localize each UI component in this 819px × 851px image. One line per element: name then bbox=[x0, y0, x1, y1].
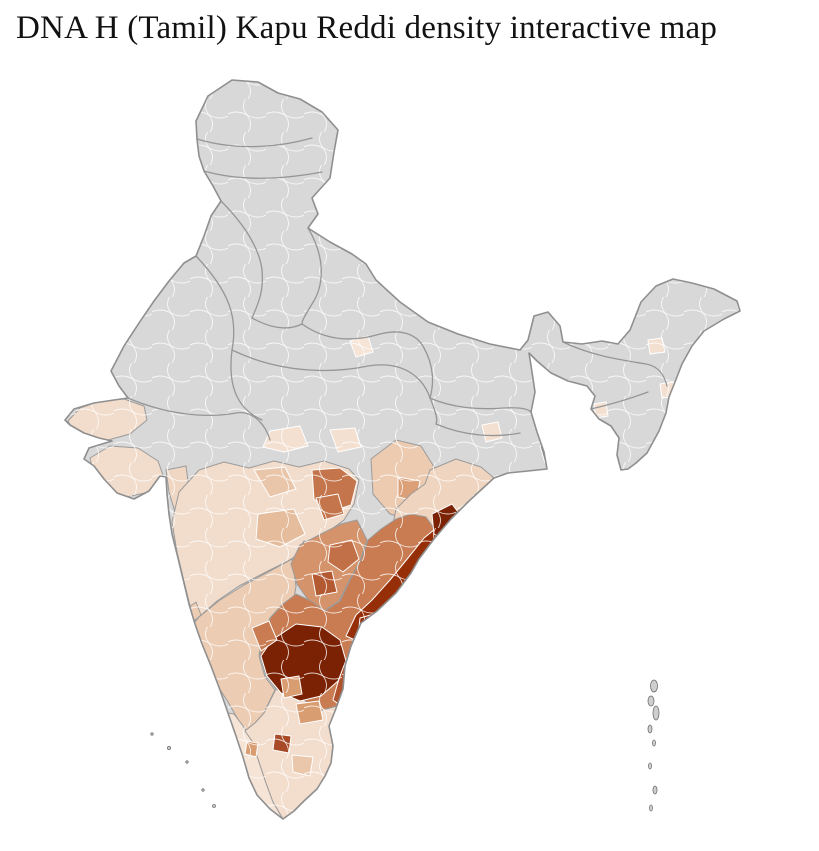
india-outline bbox=[64, 79, 741, 820]
district-boundaries-mesh bbox=[65, 80, 740, 819]
andaman-nicobar-islands[interactable] bbox=[647, 679, 660, 812]
district-kolkata-b[interactable] bbox=[547, 457, 563, 475]
page-title: DNA H (Tamil) Kapu Reddi density interac… bbox=[16, 10, 718, 46]
state-borders bbox=[127, 137, 668, 441]
district-ne-patch-a[interactable] bbox=[567, 327, 589, 345]
lakshadweep-islands[interactable] bbox=[150, 732, 216, 808]
